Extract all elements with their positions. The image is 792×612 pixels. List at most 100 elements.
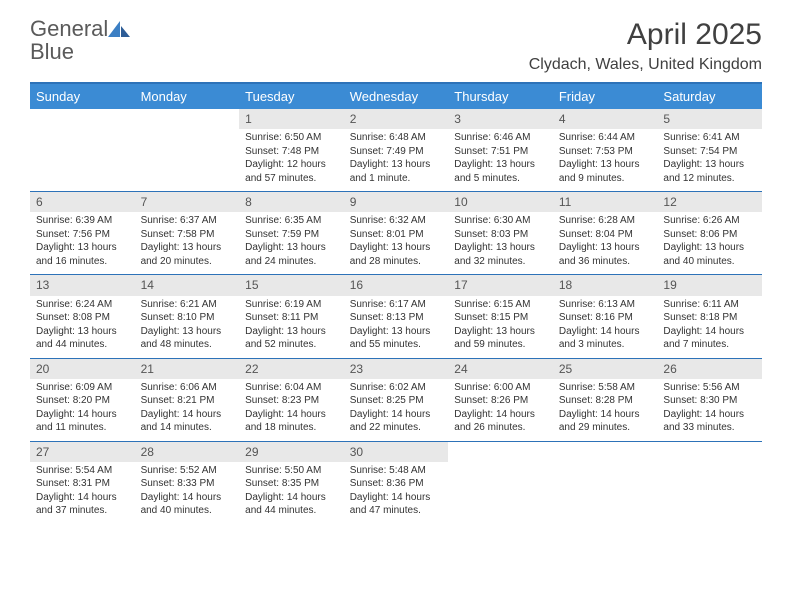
sunrise: Sunrise: 6:28 AM	[559, 214, 652, 228]
week-row: 1Sunrise: 6:50 AMSunset: 7:48 PMDaylight…	[30, 109, 762, 191]
day-number: 16	[344, 275, 449, 295]
sunset: Sunset: 8:03 PM	[454, 228, 547, 242]
sunrise: Sunrise: 6:32 AM	[350, 214, 443, 228]
daylight: Daylight: 13 hours and 12 minutes.	[663, 158, 756, 185]
logo: General Blue	[30, 18, 130, 63]
sunset: Sunset: 8:33 PM	[141, 477, 234, 491]
logo-sail-icon	[108, 19, 130, 41]
day-number: 10	[448, 192, 553, 212]
week-row: 20Sunrise: 6:09 AMSunset: 8:20 PMDayligh…	[30, 358, 762, 441]
day-cell: 18Sunrise: 6:13 AMSunset: 8:16 PMDayligh…	[553, 275, 658, 357]
week-row: 27Sunrise: 5:54 AMSunset: 8:31 PMDayligh…	[30, 441, 762, 524]
daylight: Daylight: 14 hours and 7 minutes.	[663, 325, 756, 352]
sunrise: Sunrise: 6:35 AM	[245, 214, 338, 228]
day-body: Sunrise: 6:02 AMSunset: 8:25 PMDaylight:…	[344, 379, 449, 441]
day-empty	[448, 442, 553, 524]
day-cell: 10Sunrise: 6:30 AMSunset: 8:03 PMDayligh…	[448, 192, 553, 274]
daylight: Daylight: 14 hours and 44 minutes.	[245, 491, 338, 518]
daylight: Daylight: 14 hours and 29 minutes.	[559, 408, 652, 435]
day-number: 5	[657, 109, 762, 129]
day-body: Sunrise: 5:58 AMSunset: 8:28 PMDaylight:…	[553, 379, 658, 441]
day-body: Sunrise: 5:54 AMSunset: 8:31 PMDaylight:…	[30, 462, 135, 524]
sunrise: Sunrise: 6:00 AM	[454, 381, 547, 395]
weekday-header: SundayMondayTuesdayWednesdayThursdayFrid…	[30, 84, 762, 109]
day-body: Sunrise: 6:09 AMSunset: 8:20 PMDaylight:…	[30, 379, 135, 441]
day-cell: 16Sunrise: 6:17 AMSunset: 8:13 PMDayligh…	[344, 275, 449, 357]
day-cell: 6Sunrise: 6:39 AMSunset: 7:56 PMDaylight…	[30, 192, 135, 274]
day-number: 6	[30, 192, 135, 212]
daylight: Daylight: 13 hours and 48 minutes.	[141, 325, 234, 352]
day-cell: 20Sunrise: 6:09 AMSunset: 8:20 PMDayligh…	[30, 359, 135, 441]
day-number: 29	[239, 442, 344, 462]
sunset: Sunset: 8:25 PM	[350, 394, 443, 408]
sunrise: Sunrise: 5:52 AM	[141, 464, 234, 478]
daylight: Daylight: 12 hours and 57 minutes.	[245, 158, 338, 185]
day-cell: 25Sunrise: 5:58 AMSunset: 8:28 PMDayligh…	[553, 359, 658, 441]
sunset: Sunset: 8:28 PM	[559, 394, 652, 408]
header: General Blue April 2025 Clydach, Wales, …	[0, 0, 792, 82]
sunset: Sunset: 7:58 PM	[141, 228, 234, 242]
weekday-thursday: Thursday	[448, 84, 553, 109]
day-number: 9	[344, 192, 449, 212]
daylight: Daylight: 13 hours and 36 minutes.	[559, 241, 652, 268]
sunrise: Sunrise: 5:56 AM	[663, 381, 756, 395]
day-cell: 7Sunrise: 6:37 AMSunset: 7:58 PMDaylight…	[135, 192, 240, 274]
sunset: Sunset: 8:36 PM	[350, 477, 443, 491]
daylight: Daylight: 14 hours and 26 minutes.	[454, 408, 547, 435]
day-cell: 19Sunrise: 6:11 AMSunset: 8:18 PMDayligh…	[657, 275, 762, 357]
day-empty	[553, 442, 658, 524]
day-body: Sunrise: 6:28 AMSunset: 8:04 PMDaylight:…	[553, 212, 658, 274]
logo-blue: Blue	[30, 41, 130, 63]
day-body: Sunrise: 6:24 AMSunset: 8:08 PMDaylight:…	[30, 296, 135, 358]
sunrise: Sunrise: 5:48 AM	[350, 464, 443, 478]
weekday-friday: Friday	[553, 84, 658, 109]
day-body: Sunrise: 6:48 AMSunset: 7:49 PMDaylight:…	[344, 129, 449, 191]
day-cell: 22Sunrise: 6:04 AMSunset: 8:23 PMDayligh…	[239, 359, 344, 441]
sunrise: Sunrise: 6:50 AM	[245, 131, 338, 145]
day-number: 19	[657, 275, 762, 295]
daylight: Daylight: 13 hours and 9 minutes.	[559, 158, 652, 185]
day-number: 13	[30, 275, 135, 295]
day-cell: 23Sunrise: 6:02 AMSunset: 8:25 PMDayligh…	[344, 359, 449, 441]
sunrise: Sunrise: 6:11 AM	[663, 298, 756, 312]
daylight: Daylight: 13 hours and 5 minutes.	[454, 158, 547, 185]
day-body	[553, 446, 658, 454]
day-number: 21	[135, 359, 240, 379]
day-body: Sunrise: 6:26 AMSunset: 8:06 PMDaylight:…	[657, 212, 762, 274]
day-cell: 26Sunrise: 5:56 AMSunset: 8:30 PMDayligh…	[657, 359, 762, 441]
day-body: Sunrise: 6:00 AMSunset: 8:26 PMDaylight:…	[448, 379, 553, 441]
sunset: Sunset: 8:26 PM	[454, 394, 547, 408]
day-body	[30, 113, 135, 121]
sunset: Sunset: 8:21 PM	[141, 394, 234, 408]
sunset: Sunset: 8:15 PM	[454, 311, 547, 325]
sunrise: Sunrise: 6:46 AM	[454, 131, 547, 145]
day-empty	[135, 109, 240, 191]
day-number: 7	[135, 192, 240, 212]
day-number: 30	[344, 442, 449, 462]
sunrise: Sunrise: 6:17 AM	[350, 298, 443, 312]
sunrise: Sunrise: 6:21 AM	[141, 298, 234, 312]
day-body: Sunrise: 6:19 AMSunset: 8:11 PMDaylight:…	[239, 296, 344, 358]
day-number: 3	[448, 109, 553, 129]
day-number: 25	[553, 359, 658, 379]
daylight: Daylight: 13 hours and 32 minutes.	[454, 241, 547, 268]
sunrise: Sunrise: 6:24 AM	[36, 298, 129, 312]
sunrise: Sunrise: 6:39 AM	[36, 214, 129, 228]
sunset: Sunset: 7:49 PM	[350, 145, 443, 159]
day-cell: 2Sunrise: 6:48 AMSunset: 7:49 PMDaylight…	[344, 109, 449, 191]
sunrise: Sunrise: 6:04 AM	[245, 381, 338, 395]
daylight: Daylight: 13 hours and 20 minutes.	[141, 241, 234, 268]
day-body	[657, 446, 762, 454]
daylight: Daylight: 14 hours and 40 minutes.	[141, 491, 234, 518]
daylight: Daylight: 14 hours and 18 minutes.	[245, 408, 338, 435]
day-cell: 12Sunrise: 6:26 AMSunset: 8:06 PMDayligh…	[657, 192, 762, 274]
day-body: Sunrise: 6:39 AMSunset: 7:56 PMDaylight:…	[30, 212, 135, 274]
day-number: 11	[553, 192, 658, 212]
sunset: Sunset: 8:01 PM	[350, 228, 443, 242]
calendar: SundayMondayTuesdayWednesdayThursdayFrid…	[30, 82, 762, 524]
day-body: Sunrise: 6:30 AMSunset: 8:03 PMDaylight:…	[448, 212, 553, 274]
week-row: 13Sunrise: 6:24 AMSunset: 8:08 PMDayligh…	[30, 274, 762, 357]
daylight: Daylight: 14 hours and 47 minutes.	[350, 491, 443, 518]
day-cell: 3Sunrise: 6:46 AMSunset: 7:51 PMDaylight…	[448, 109, 553, 191]
daylight: Daylight: 13 hours and 59 minutes.	[454, 325, 547, 352]
